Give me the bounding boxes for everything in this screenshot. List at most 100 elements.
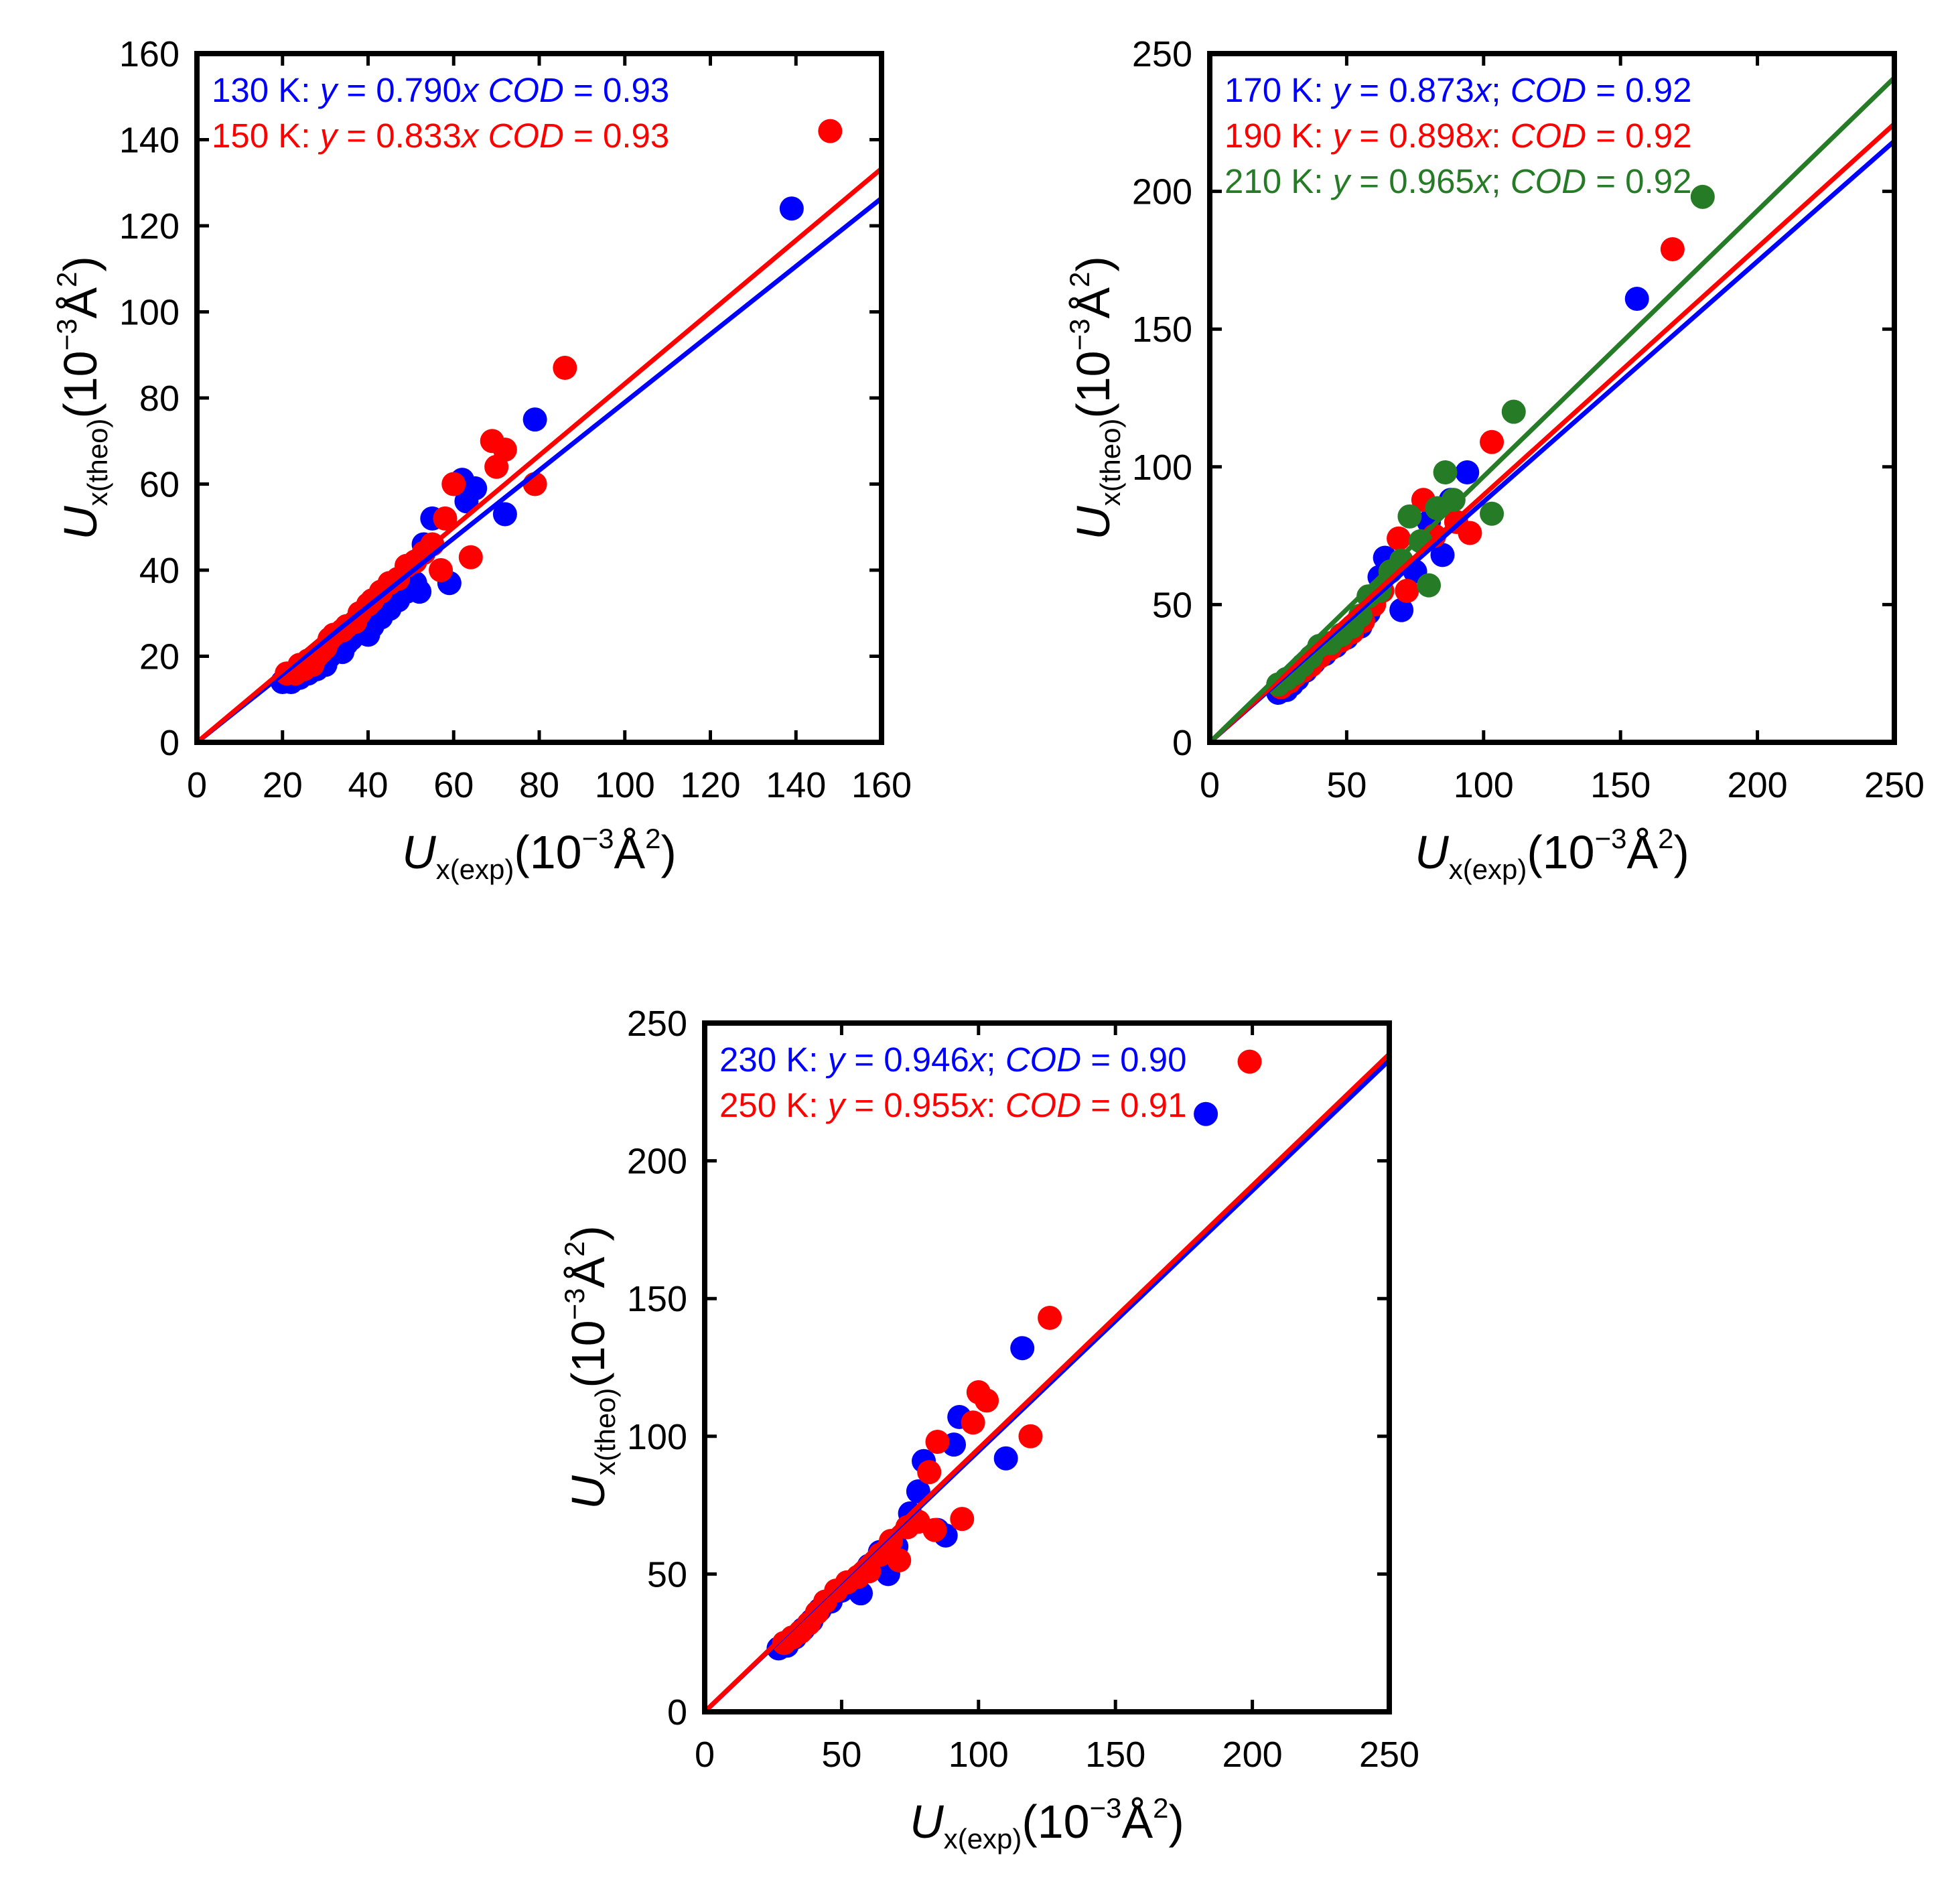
data-point	[878, 1529, 903, 1554]
data-point	[433, 506, 458, 531]
data-point	[906, 1479, 930, 1504]
x-tick-label: 200	[1222, 1735, 1283, 1775]
x-tick-label: 100	[949, 1735, 1009, 1775]
y-tick-label: 0	[667, 1692, 687, 1733]
y-tick-label: 20	[139, 637, 180, 677]
x-tick-label: 150	[1085, 1735, 1145, 1775]
data-point	[1501, 399, 1526, 424]
data-point	[1237, 1049, 1262, 1074]
data-point	[1010, 1336, 1035, 1361]
y-tick-label: 200	[1132, 172, 1192, 212]
plot-frame	[194, 51, 884, 745]
x-axis-label: Ux(exp)(10−3Å2)	[1415, 823, 1689, 885]
data-point	[1624, 286, 1649, 311]
fit-line-130-K	[197, 196, 882, 742]
scatter-plot-230-250K: 0 50 100 150 200 250 0 50 100 150 200 250 Ux(exp)(10…	[559, 1004, 1419, 1855]
x-tick-label: 0	[187, 765, 207, 805]
data-point	[950, 1507, 975, 1532]
data-point	[779, 196, 804, 221]
x-tick-label: 100	[595, 765, 655, 805]
annotation-210-K: 210 K: y = 0.965x; COD = 0.92	[1224, 162, 1691, 200]
data-point	[522, 407, 547, 432]
x-tick-label: 40	[348, 765, 388, 805]
data-point	[1441, 488, 1466, 513]
series-150-K	[275, 119, 843, 686]
plot-area	[705, 1049, 1389, 1712]
fit-line-210-K	[1210, 76, 1894, 742]
y-tick-label: 100	[627, 1417, 687, 1457]
data-point	[1455, 460, 1480, 485]
data-point	[492, 437, 517, 462]
scatter-plot-170-210K: 0 50 100 150 200 250 0 50 100 150 200 250 Ux(exp)(10…	[1064, 34, 1924, 885]
x-tick-label: 80	[519, 765, 559, 805]
data-point	[429, 558, 453, 582]
data-point	[441, 472, 466, 496]
x-axis-label: Ux(exp)(10−3Å2)	[402, 823, 677, 885]
data-point	[887, 1548, 912, 1572]
data-point	[1397, 504, 1422, 529]
data-point	[463, 476, 488, 500]
x-axis-label: Ux(exp)(10−3Å2)	[910, 1792, 1184, 1855]
y-axis-label: Ux(theo)(10−3Å2)	[1064, 256, 1126, 540]
x-tick-label: 150	[1590, 765, 1651, 805]
data-point	[922, 1518, 947, 1542]
y-tick-label: 160	[119, 34, 180, 74]
annotation-230-K: 230 K: y = 0.946x; COD = 0.90	[719, 1040, 1186, 1079]
y-tick-label: 140	[119, 121, 180, 161]
data-point	[993, 1446, 1018, 1471]
data-point	[961, 1410, 985, 1435]
y-tick-label: 100	[1132, 448, 1192, 488]
data-point	[492, 502, 517, 527]
data-point	[1660, 237, 1685, 261]
data-point	[975, 1388, 999, 1413]
x-tick-label: 250	[1864, 765, 1924, 805]
data-point	[458, 545, 483, 569]
data-point	[1389, 598, 1414, 622]
x-tick-label: 50	[1326, 765, 1367, 805]
data-point	[1387, 526, 1411, 551]
y-tick-label: 50	[647, 1554, 687, 1595]
data-point	[1458, 521, 1482, 545]
plot-area	[197, 119, 882, 742]
data-point	[1395, 578, 1419, 603]
data-point	[1433, 460, 1458, 485]
y-tick-label: 250	[1132, 34, 1192, 74]
annotation-170-K: 170 K: y = 0.873x; COD = 0.92	[1224, 71, 1691, 109]
y-tick-label: 60	[139, 465, 180, 505]
y-tick-label: 250	[627, 1004, 687, 1044]
data-point	[407, 580, 432, 604]
annotation-190-K: 190 K: y = 0.898x: COD = 0.92	[1224, 117, 1691, 155]
y-tick-label: 200	[627, 1142, 687, 1182]
fit-line-250-K	[705, 1052, 1389, 1712]
x-tick-label: 120	[680, 765, 740, 805]
data-point	[1430, 543, 1455, 567]
y-tick-label: 120	[119, 206, 180, 247]
data-point	[818, 119, 843, 143]
fit-line-150-K	[197, 166, 882, 742]
y-axis-label: Ux(theo)(10−3Å2)	[51, 256, 113, 540]
y-tick-label: 150	[627, 1279, 687, 1319]
y-tick-label: 40	[139, 551, 180, 591]
plot-frame	[1207, 51, 1897, 745]
x-tick-label: 100	[1454, 765, 1514, 805]
data-point	[1018, 1424, 1043, 1449]
x-tick-label: 200	[1728, 765, 1788, 805]
x-tick-label: 20	[263, 765, 303, 805]
data-point	[553, 356, 577, 381]
series-230-K	[766, 1101, 1218, 1661]
plot-area	[1210, 76, 1894, 742]
data-point	[1038, 1305, 1062, 1330]
data-point	[925, 1430, 950, 1455]
scatter-plot-130-150K: 0 20 40 60 80 100 120 140 160 0 20 40 60 80 100 120 140 1…	[51, 34, 912, 885]
data-point	[1480, 501, 1504, 526]
x-tick-label: 50	[821, 1735, 861, 1775]
annotation-150-K: 150 K: y = 0.833x COD = 0.93	[212, 117, 669, 155]
fit-line-190-K	[1210, 122, 1894, 742]
annotation-250-K: 250 K: y = 0.955x: COD = 0.91	[719, 1086, 1186, 1124]
data-point	[917, 1460, 942, 1485]
data-point	[1480, 429, 1504, 454]
x-tick-label: 60	[433, 765, 474, 805]
x-tick-label: 160	[851, 765, 912, 805]
y-tick-label: 0	[1172, 723, 1192, 763]
